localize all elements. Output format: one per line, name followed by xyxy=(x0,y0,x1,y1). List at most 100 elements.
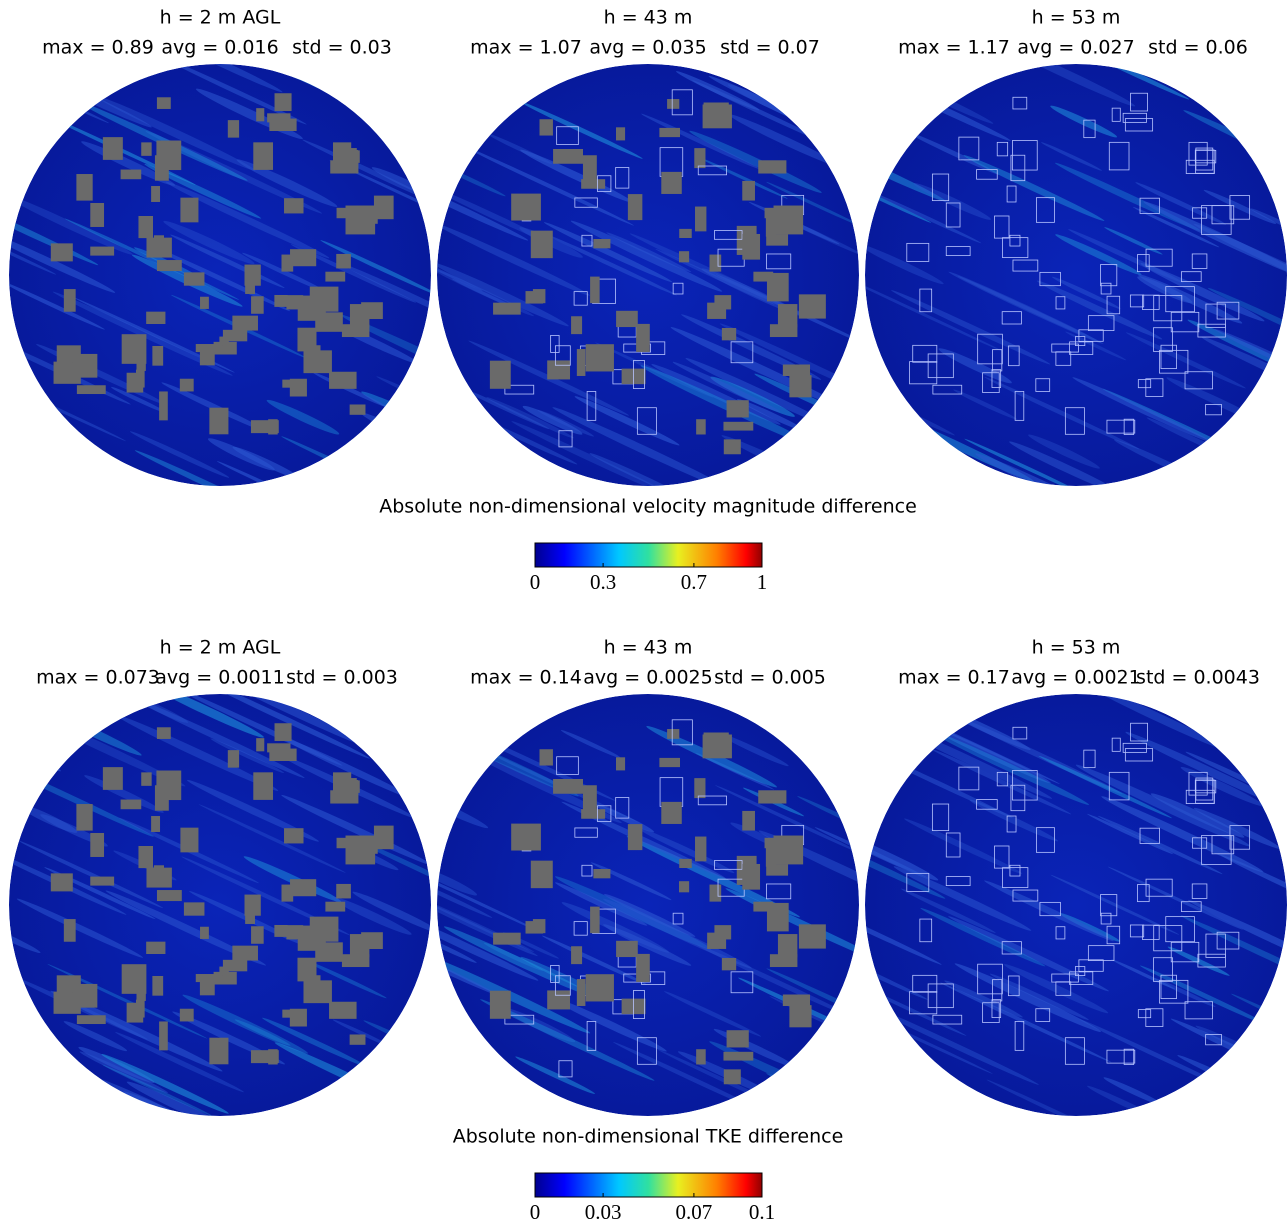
building xyxy=(274,93,292,111)
wake-streak xyxy=(1180,915,1287,998)
building xyxy=(373,195,394,220)
wake-streak xyxy=(957,275,1104,344)
building xyxy=(573,921,588,936)
building xyxy=(697,165,727,176)
building xyxy=(723,421,754,431)
building xyxy=(90,876,115,886)
building xyxy=(284,198,304,214)
wake-streak xyxy=(520,149,633,203)
wake-streak xyxy=(1203,189,1277,224)
wake-streak xyxy=(865,896,942,965)
building xyxy=(281,884,294,902)
building xyxy=(511,193,541,221)
wake-streak xyxy=(736,398,807,432)
building xyxy=(1064,407,1085,435)
building xyxy=(585,974,614,1002)
building xyxy=(209,407,229,435)
building xyxy=(976,169,998,180)
building xyxy=(671,719,693,746)
building xyxy=(1069,341,1094,355)
wake-streak xyxy=(47,963,208,1039)
building xyxy=(361,302,383,320)
wake-streak xyxy=(1028,434,1100,469)
building xyxy=(1100,912,1112,925)
building xyxy=(1055,296,1066,310)
wake-streak xyxy=(552,407,733,486)
building xyxy=(1039,271,1061,287)
building xyxy=(554,345,571,366)
building xyxy=(782,994,811,1007)
building xyxy=(582,785,597,811)
wake-streak xyxy=(701,268,804,317)
wake-streak xyxy=(969,799,1059,842)
building xyxy=(251,296,264,314)
wake-streak xyxy=(144,163,262,219)
building xyxy=(945,202,961,228)
building xyxy=(1006,815,1017,833)
building xyxy=(325,271,346,282)
building xyxy=(1124,118,1154,132)
building xyxy=(309,916,339,942)
building xyxy=(1129,294,1145,308)
building xyxy=(1001,311,1022,325)
wake-streak xyxy=(555,882,648,926)
wake-streak xyxy=(920,907,1046,967)
wake-streak xyxy=(437,256,483,291)
wake-streak xyxy=(1072,377,1212,443)
wake-streak xyxy=(50,990,223,1072)
caption: Absolute non-dimensional TKE difference xyxy=(453,1126,844,1148)
building xyxy=(661,171,682,194)
wake-streak xyxy=(900,888,996,934)
building xyxy=(146,941,166,955)
building xyxy=(222,329,248,342)
building xyxy=(574,197,598,208)
building xyxy=(489,990,511,1019)
building xyxy=(1229,825,1251,850)
building xyxy=(267,743,291,753)
building xyxy=(1009,864,1021,877)
building xyxy=(912,974,938,993)
building xyxy=(76,804,93,831)
building xyxy=(1012,140,1038,171)
wake-streak xyxy=(544,222,673,283)
building xyxy=(146,311,166,325)
building xyxy=(616,940,638,958)
building xyxy=(286,295,304,310)
building xyxy=(945,876,971,887)
field-map xyxy=(437,64,859,486)
building xyxy=(253,142,274,170)
building xyxy=(332,772,352,796)
field-map xyxy=(865,64,1287,486)
building xyxy=(1139,827,1160,844)
wake-streak xyxy=(1132,206,1220,248)
building xyxy=(702,104,732,129)
panel-stat: std = 0.07 xyxy=(720,37,820,59)
building xyxy=(667,729,680,739)
building xyxy=(1012,726,1028,740)
wake-streak xyxy=(437,222,590,296)
wake-streak xyxy=(1153,977,1216,1008)
wake-streak xyxy=(699,157,788,199)
wake-streak xyxy=(18,804,78,833)
building xyxy=(1195,149,1215,174)
building xyxy=(547,990,571,1010)
wake-streak xyxy=(984,377,1140,450)
building xyxy=(586,391,597,421)
building xyxy=(1002,867,1029,888)
building xyxy=(1139,197,1160,214)
building xyxy=(219,336,229,346)
building xyxy=(1039,901,1061,917)
building xyxy=(695,836,707,862)
building xyxy=(349,1034,366,1045)
building xyxy=(489,360,511,389)
building xyxy=(152,975,164,996)
building xyxy=(274,723,292,741)
building xyxy=(769,954,798,968)
building xyxy=(349,404,366,415)
panel-stat: std = 0.03 xyxy=(292,37,392,59)
building xyxy=(1197,323,1226,338)
building xyxy=(1159,349,1189,374)
wake-streak xyxy=(696,944,859,1021)
building xyxy=(777,304,798,328)
building xyxy=(1036,197,1055,223)
